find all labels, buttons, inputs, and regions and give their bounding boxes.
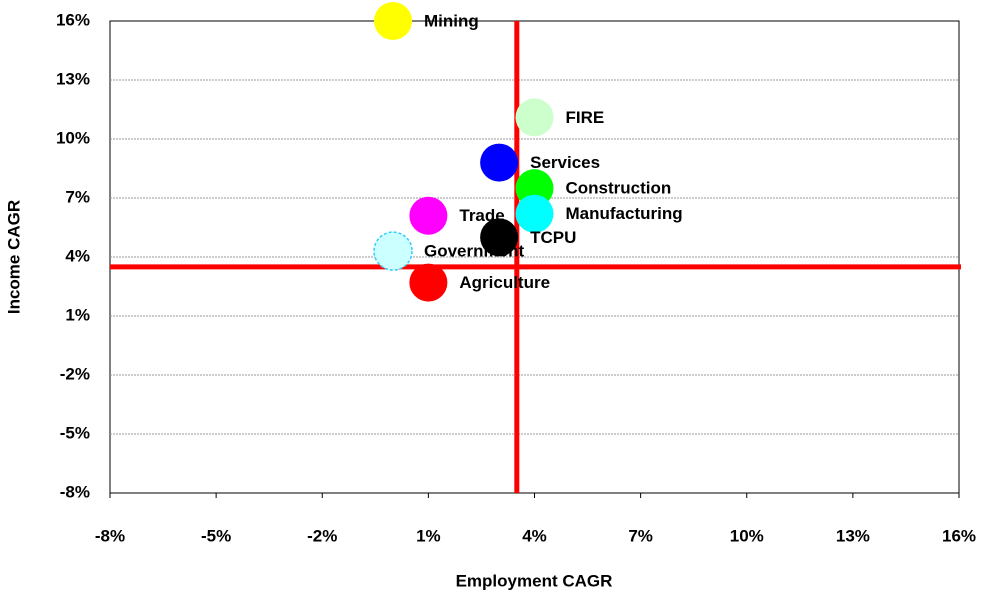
x-tick-label: -8% xyxy=(95,526,125,545)
point-label: Manufacturing xyxy=(566,204,683,223)
scatter-point xyxy=(373,231,413,271)
x-tick-label: -5% xyxy=(201,526,231,545)
x-tick-label: 4% xyxy=(522,526,547,545)
point-label: Government xyxy=(424,242,524,261)
x-tick-label: 10% xyxy=(730,526,764,545)
x-tick-label: -2% xyxy=(307,526,337,545)
scatter-point xyxy=(480,218,519,257)
y-tick-label: -2% xyxy=(60,364,90,383)
scatter-point xyxy=(515,98,554,137)
point-label: Services xyxy=(530,153,600,172)
scatter-point xyxy=(374,2,412,40)
point-label: FIRE xyxy=(566,108,605,127)
y-tick-label: 4% xyxy=(65,246,90,265)
point-label: TCPU xyxy=(530,228,576,247)
y-tick-label: 13% xyxy=(56,69,90,88)
scatter-point xyxy=(409,196,448,235)
y-axis-title: Income CAGR xyxy=(4,200,23,314)
y-tick-label: 10% xyxy=(56,128,90,147)
scatter-point xyxy=(515,194,554,233)
scatter-point xyxy=(480,143,519,182)
x-tick-label: 7% xyxy=(628,526,653,545)
scatter-point xyxy=(409,263,448,302)
x-axis-title: Employment CAGR xyxy=(456,571,613,590)
y-tick-label: 16% xyxy=(56,10,90,29)
y-tick-label: 1% xyxy=(65,305,90,324)
point-label: Mining xyxy=(424,11,479,30)
y-tick-label: -5% xyxy=(60,423,90,442)
y-tick-label: -8% xyxy=(60,482,90,501)
x-tick-label: 13% xyxy=(836,526,870,545)
point-label: Construction xyxy=(566,179,672,198)
x-tick-label: 1% xyxy=(416,526,441,545)
y-tick-label: 7% xyxy=(65,187,90,206)
point-label: Agriculture xyxy=(459,273,550,292)
x-tick-label: 16% xyxy=(942,526,976,545)
